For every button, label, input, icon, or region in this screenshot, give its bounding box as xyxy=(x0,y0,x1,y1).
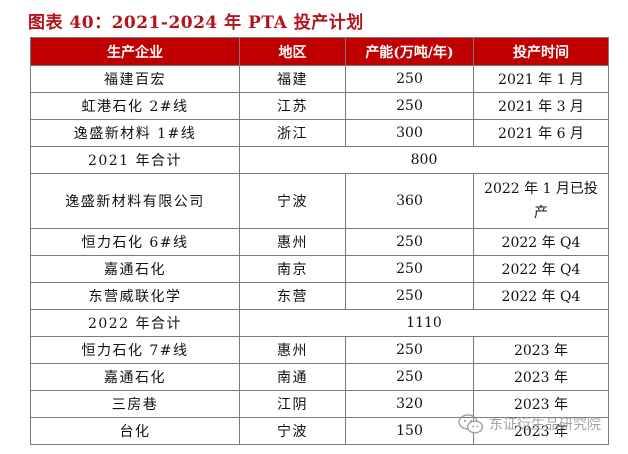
capacity-cell: 250 xyxy=(345,336,474,364)
company-cell: 福建百宏 xyxy=(30,65,240,93)
header-time: 投产时间 xyxy=(473,37,609,66)
capacity-cell: 250 xyxy=(345,65,474,93)
capacity-cell: 150 xyxy=(345,417,474,445)
table-row: 恒力石化 6#线 惠州 250 2022 年 Q4 xyxy=(30,228,609,256)
time-cell: 2022 年 Q4 xyxy=(473,255,609,283)
capacity-cell: 250 xyxy=(345,363,474,391)
subtotal-row-2022: 2022 年合计 1110 xyxy=(30,309,609,337)
region-cell: 福建 xyxy=(239,65,346,93)
company-cell: 虹港石化 2#线 xyxy=(30,92,240,120)
wechat-icon xyxy=(458,414,484,434)
header-region: 地区 xyxy=(239,37,346,66)
header-company: 生产企业 xyxy=(30,37,240,66)
region-cell: 惠州 xyxy=(239,228,346,256)
subtotal-value: 800 xyxy=(239,146,609,174)
table-row: 恒力石化 7#线 惠州 250 2023 年 xyxy=(30,336,609,364)
region-cell: 南京 xyxy=(239,255,346,283)
capacity-cell: 320 xyxy=(345,390,474,418)
company-cell: 恒力石化 7#线 xyxy=(30,336,240,364)
time-cell: 2023 年 xyxy=(473,417,609,445)
region-cell: 南通 xyxy=(239,363,346,391)
company-cell: 逸盛新材料有限公司 xyxy=(30,173,240,229)
time-cell-text: 2022 年 1 月已投产 xyxy=(484,181,598,221)
company-cell: 三房巷 xyxy=(30,390,240,418)
subtotal-value: 1110 xyxy=(239,309,609,337)
subtotal-label: 2021 年合计 xyxy=(30,146,240,174)
region-cell: 东营 xyxy=(239,282,346,310)
capacity-cell: 360 xyxy=(345,173,474,229)
time-cell: 2023 年 xyxy=(473,390,609,418)
capacity-cell: 250 xyxy=(345,228,474,256)
time-cell: 2021 年 6 月 xyxy=(473,119,609,147)
header-capacity: 产能(万吨/年) xyxy=(345,37,474,66)
company-cell: 恒力石化 6#线 xyxy=(30,228,240,256)
table-row: 逸盛新材料 1#线 浙江 300 2021 年 6 月 xyxy=(30,119,609,147)
region-cell: 宁波 xyxy=(239,417,346,445)
company-cell: 逸盛新材料 1#线 xyxy=(30,119,240,147)
time-cell: 2021 年 3 月 xyxy=(473,92,609,120)
region-cell: 江苏 xyxy=(239,92,346,120)
region-cell: 惠州 xyxy=(239,336,346,364)
table-header-row: 生产企业 地区 产能(万吨/年) 投产时间 xyxy=(30,37,609,66)
table-row: 东营威联化学 东营 250 2022 年 Q4 xyxy=(30,282,609,310)
table-row: 三房巷 江阴 320 2023 年 xyxy=(30,390,609,418)
time-cell: 2022 年 Q4 xyxy=(473,282,609,310)
capacity-cell: 250 xyxy=(345,92,474,120)
table-row: 嘉通石化 南京 250 2022 年 Q4 xyxy=(30,255,609,283)
region-cell: 江阴 xyxy=(239,390,346,418)
company-cell: 嘉通石化 xyxy=(30,255,240,283)
region-cell: 宁波 xyxy=(239,173,346,229)
company-cell: 台化 xyxy=(30,417,240,445)
capacity-cell: 300 xyxy=(345,119,474,147)
watermark-text: 东证衍生品研究院 xyxy=(489,417,601,433)
pta-capacity-table: 生产企业 地区 产能(万吨/年) 投产时间 福建百宏 福建 250 2021 年… xyxy=(30,37,609,445)
capacity-cell: 250 xyxy=(345,255,474,283)
table-row: 逸盛新材料有限公司 宁波 360 2022 年 1 月已投产 xyxy=(30,173,609,229)
table-row: 嘉通石化 南通 250 2023 年 xyxy=(30,363,609,391)
table-row: 台化 宁波 150 2023 年 xyxy=(30,417,609,445)
table-row: 虹港石化 2#线 江苏 250 2021 年 3 月 xyxy=(30,92,609,120)
region-cell: 浙江 xyxy=(239,119,346,147)
watermark: 东证衍生品研究院 xyxy=(458,414,601,434)
time-cell: 2023 年 xyxy=(473,363,609,391)
time-cell: 2022 年 1 月已投产 xyxy=(473,173,609,229)
time-cell: 2021 年 1 月 xyxy=(473,65,609,93)
time-cell: 2023 年 xyxy=(473,336,609,364)
time-cell: 2022 年 Q4 xyxy=(473,228,609,256)
company-cell: 东营威联化学 xyxy=(30,282,240,310)
subtotal-row-2021: 2021 年合计 800 xyxy=(30,146,609,174)
table-row: 福建百宏 福建 250 2021 年 1 月 xyxy=(30,65,609,93)
capacity-cell: 250 xyxy=(345,282,474,310)
figure-title: 图表 40：2021-2024 年 PTA 投产计划 xyxy=(28,13,364,33)
subtotal-label: 2022 年合计 xyxy=(30,309,240,337)
company-cell: 嘉通石化 xyxy=(30,363,240,391)
